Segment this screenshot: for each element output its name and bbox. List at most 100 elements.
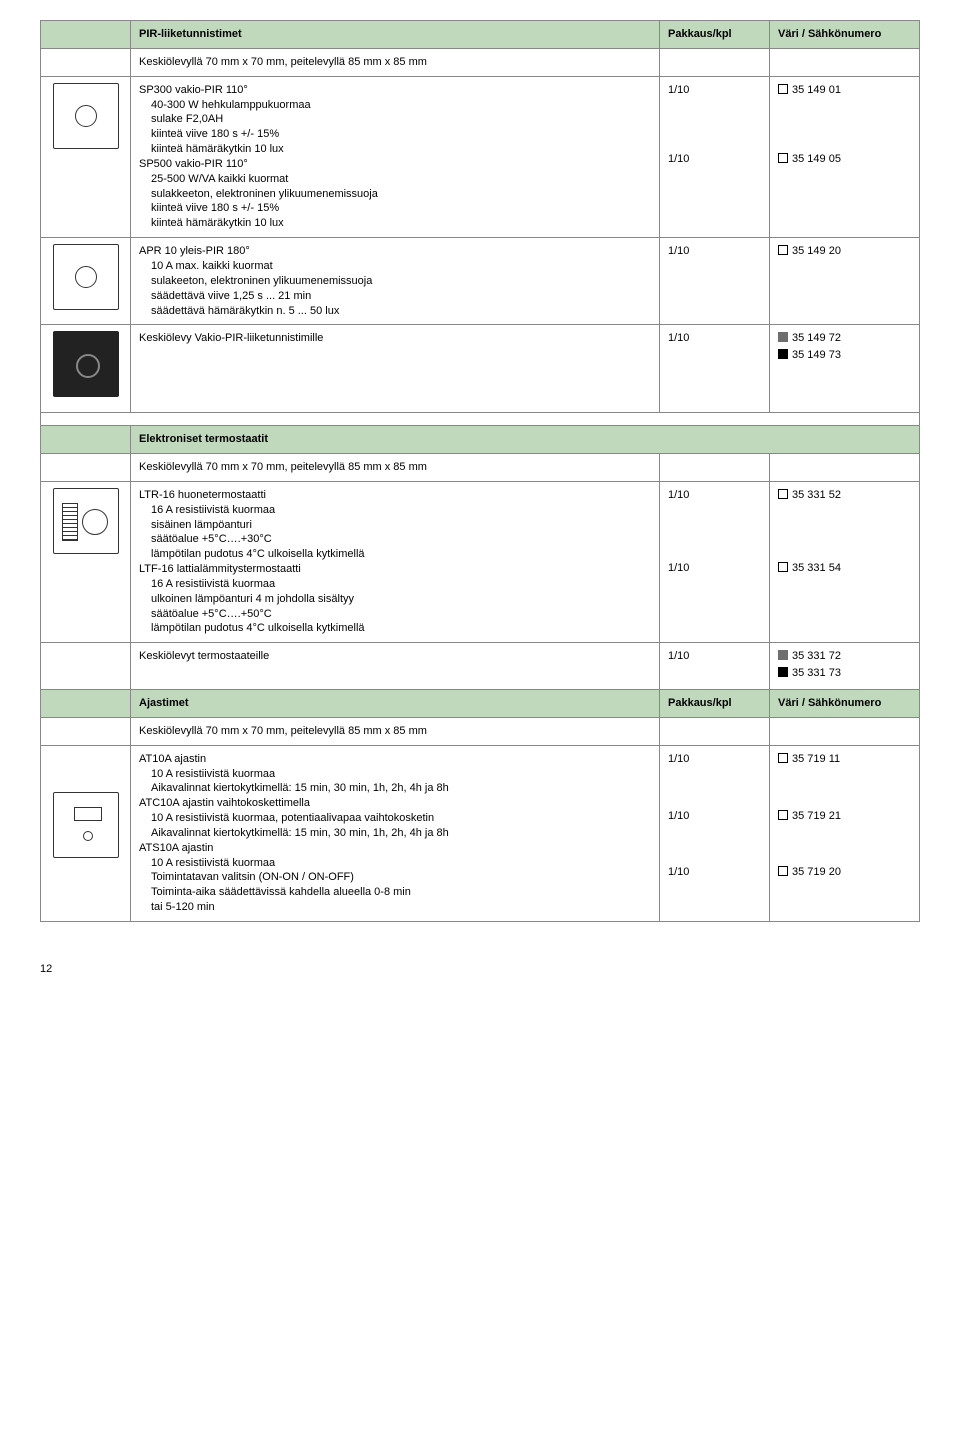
product-image-cell [41,238,131,325]
section-header-row: PIR-liiketunnistimet Pakkaus/kpl Väri / … [41,21,920,49]
product-description: APR 10 yleis-PIR 180° 10 A max. kaikki k… [131,238,660,325]
pack-cell: 1/10 1/10 1/10 [660,745,770,921]
pack-value: 1/10 [668,561,761,576]
product-row: Keskiölevy Vakio-PIR-liiketunnistimille … [41,325,920,413]
product-row: APR 10 yleis-PIR 180° 10 A max. kaikki k… [41,238,920,325]
pir-sensor-icon [53,244,119,310]
color-swatch-white-icon [778,866,788,876]
pack-value: 1/10 [668,152,761,167]
pack-cell: 1/10 1/10 [660,481,770,642]
product-spec: 10 A resistiivistä kuormaa, potentiaaliv… [139,811,651,826]
dimension-note-row: Keskiölevyllä 70 mm x 70 mm, peitelevyll… [41,717,920,745]
color-swatch-white-icon [778,810,788,820]
product-row: AT10A ajastin 10 A resistiivistä kuormaa… [41,745,920,921]
pack-value: 1/10 [668,331,761,346]
color-swatch-white-icon [778,489,788,499]
product-spec: lämpötilan pudotus 4°C ulkoisella kytkim… [139,547,651,562]
product-spec: Toiminta-aika säädettävissä kahdella alu… [139,885,651,900]
product-title: ATS10A ajastin [139,841,651,856]
product-image-cell [41,76,131,237]
product-spec: 10 A max. kaikki kuormat [139,259,651,274]
product-spec: tai 5-120 min [139,900,651,915]
product-spec: ulkoinen lämpöanturi 4 m johdolla sisält… [139,592,651,607]
product-spec: kiinteä hämäräkytkin 10 lux [139,216,651,231]
page-number: 12 [40,962,920,977]
product-spec: sulakkeeton, elektroninen ylikuumenemiss… [139,187,651,202]
sku-value: 35 149 72 [778,331,911,346]
sku-cell: 35 331 72 35 331 73 [770,643,920,690]
sku-cell: 35 719 11 35 719 21 35 719 20 [770,745,920,921]
product-title: SP300 vakio-PIR 110° [139,83,651,98]
product-description: LTR-16 huonetermostaatti 16 A resistiivi… [131,481,660,642]
color-swatch-white-icon [778,562,788,572]
sku-value: 35 149 20 [778,244,911,259]
color-swatch-white-icon [778,245,788,255]
sku-value: 35 149 05 [778,152,911,167]
product-spec: 10 A resistiivistä kuormaa [139,856,651,871]
sku-value: 35 719 20 [778,865,911,880]
product-spec: kiinteä viive 180 s +/- 15% [139,201,651,216]
sku-value: 35 331 52 [778,488,911,503]
product-spec: 16 A resistiivistä kuormaa [139,503,651,518]
pack-cell: 1/10 [660,325,770,413]
dimension-note-row: Keskiölevyllä 70 mm x 70 mm, peitelevyll… [41,48,920,76]
product-spec: 40-300 W hehkulamppukuormaa [139,98,651,113]
product-spec: säädettävä hämäräkytkin n. 5 ... 50 lux [139,304,651,319]
product-title: Keskiölevyt termostaateille [139,649,651,664]
catalog-table: PIR-liiketunnistimet Pakkaus/kpl Väri / … [40,20,920,922]
product-description: Keskiölevyt termostaateille [131,643,660,690]
color-swatch-grey-icon [778,650,788,660]
product-title: LTF-16 lattialämmitystermostaatti [139,562,651,577]
product-spec: lämpötilan pudotus 4°C ulkoisella kytkim… [139,621,651,636]
product-image-cell [41,481,131,642]
product-title: LTR-16 huonetermostaatti [139,488,651,503]
pack-value: 1/10 [668,83,761,98]
pack-value: 1/10 [668,809,761,824]
product-spec: Toimintatavan valitsin (ON-ON / ON-OFF) [139,870,651,885]
product-title: ATC10A ajastin vaihtokoskettimella [139,796,651,811]
sku-value: 35 149 73 [778,348,911,363]
product-description: AT10A ajastin 10 A resistiivistä kuormaa… [131,745,660,921]
sku-value: 35 719 21 [778,809,911,824]
product-spec: sulake F2,0AH [139,112,651,127]
product-row: LTR-16 huonetermostaatti 16 A resistiivi… [41,481,920,642]
product-spec: Aikavalinnat kiertokytkimellä: 15 min, 3… [139,826,651,841]
color-swatch-grey-icon [778,332,788,342]
product-spec: Aikavalinnat kiertokytkimellä: 15 min, 3… [139,781,651,796]
dimension-note: Keskiölevyllä 70 mm x 70 mm, peitelevyll… [131,454,660,482]
section-header-title: Elektroniset termostaatit [131,426,920,454]
pack-cell: 1/10 [660,238,770,325]
sku-cell: 35 331 52 35 331 54 [770,481,920,642]
color-swatch-black-icon [778,349,788,359]
sku-value: 35 331 72 [778,649,911,664]
section-header-row: Ajastimet Pakkaus/kpl Väri / Sähkönumero [41,690,920,718]
product-title: APR 10 yleis-PIR 180° [139,244,651,259]
section-header-title: Ajastimet [131,690,660,718]
product-description: Keskiölevy Vakio-PIR-liiketunnistimille [131,325,660,413]
product-row: SP300 vakio-PIR 110° 40-300 W hehkulampp… [41,76,920,237]
sku-cell: 35 149 72 35 149 73 [770,325,920,413]
color-swatch-black-icon [778,667,788,677]
dimension-note-row: Keskiölevyllä 70 mm x 70 mm, peitelevyll… [41,454,920,482]
col-header-sku: Väri / Sähkönumero [770,21,920,49]
product-image-cell [41,325,131,413]
pir-sensor-icon [53,83,119,149]
sku-cell: 35 149 20 [770,238,920,325]
product-spec: 10 A resistiivistä kuormaa [139,767,651,782]
thermostat-icon [53,488,119,554]
section-header-empty [41,21,131,49]
cover-plate-icon [53,331,119,397]
sku-value: 35 331 54 [778,561,911,576]
pack-value: 1/10 [668,488,761,503]
product-title: AT10A ajastin [139,752,651,767]
col-header-pack: Pakkaus/kpl [660,690,770,718]
pack-cell: 1/10 1/10 [660,76,770,237]
dimension-note: Keskiölevyllä 70 mm x 70 mm, peitelevyll… [131,48,660,76]
product-spec: kiinteä viive 180 s +/- 15% [139,127,651,142]
product-title: SP500 vakio-PIR 110° [139,157,651,172]
product-spec: säätöalue +5°C….+30°C [139,532,651,547]
color-swatch-white-icon [778,84,788,94]
col-header-pack: Pakkaus/kpl [660,21,770,49]
product-spec: 25-500 W/VA kaikki kuormat [139,172,651,187]
product-spec: sisäinen lämpöanturi [139,518,651,533]
